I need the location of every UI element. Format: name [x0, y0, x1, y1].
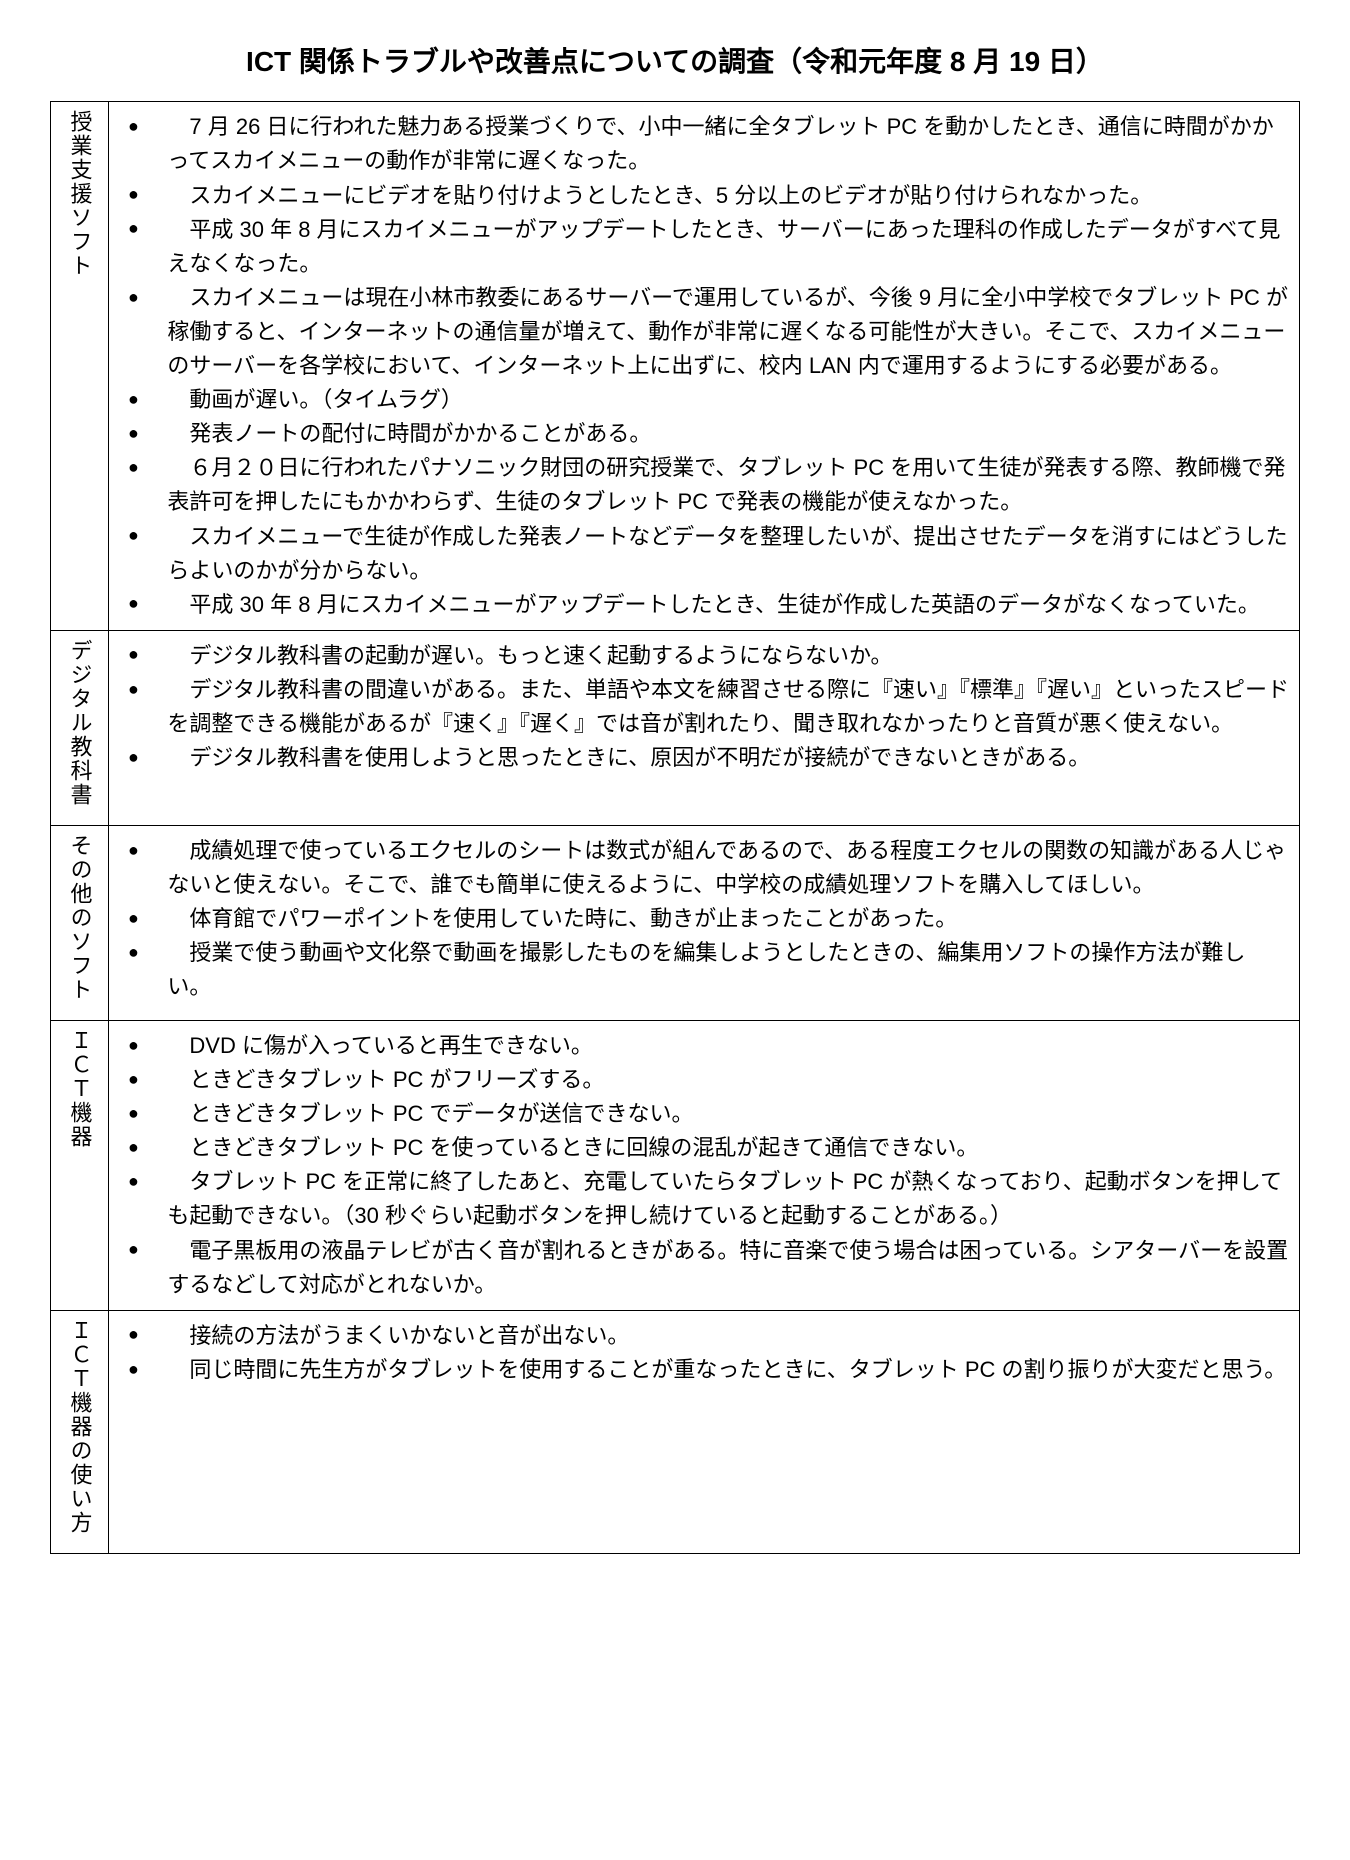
row-content: デジタル教科書の起動が遅い。もっと速く起動するようにならないか。 デジタル教科書… [109, 630, 1300, 825]
list-item: ときどきタブレット PC でデータが送信できない。 [119, 1097, 1289, 1131]
list-item: 動画が遅い。（タイムラグ） [119, 383, 1289, 417]
list-item: タブレット PC を正常に終了したあと、充電していたらタブレット PC が熱くな… [119, 1165, 1289, 1233]
bullet-list: デジタル教科書の起動が遅い。もっと速く起動するようにならないか。 デジタル教科書… [119, 639, 1289, 775]
row-header-label: 授業支援ソフト [62, 110, 96, 278]
list-item: 平成 30 年 8 月にスカイメニューがアップデートしたとき、サーバーにあった理… [119, 213, 1289, 281]
list-item: 7 月 26 日に行われた魅力ある授業づくりで、小中一緒に全タブレット PC を… [119, 110, 1289, 178]
row-content: DVD に傷が入っていると再生できない。 ときどきタブレット PC がフリーズす… [109, 1020, 1300, 1310]
list-item: 接続の方法がうまくいかないと音が出ない。 [119, 1319, 1289, 1353]
row-header-label: デジタル教科書 [62, 639, 96, 807]
page-title: ICT 関係トラブルや改善点についての調査（令和元年度 8 月 19 日） [50, 40, 1300, 83]
list-item: DVD に傷が入っていると再生できない。 [119, 1029, 1289, 1063]
row-header-label: ＩＣＴ機器 [62, 1029, 96, 1149]
row-header-label: その他のソフト [62, 834, 96, 1002]
list-item: スカイメニューは現在小林市教委にあるサーバーで運用しているが、今後 9 月に全小… [119, 281, 1289, 383]
list-item: デジタル教科書の起動が遅い。もっと速く起動するようにならないか。 [119, 639, 1289, 673]
list-item: スカイメニューで生徒が作成した発表ノートなどデータを整理したいが、提出させたデー… [119, 520, 1289, 588]
list-item: 体育館でパワーポイントを使用していた時に、動きが止まったことがあった。 [119, 902, 1289, 936]
survey-table: 授業支援ソフト 7 月 26 日に行われた魅力ある授業づくりで、小中一緒に全タブ… [50, 101, 1300, 1553]
bullet-list: 7 月 26 日に行われた魅力ある授業づくりで、小中一緒に全タブレット PC を… [119, 110, 1289, 621]
row-header: デジタル教科書 [51, 630, 109, 825]
list-item: デジタル教科書を使用しようと思ったときに、原因が不明だが接続ができないときがある… [119, 741, 1289, 775]
list-item: 平成 30 年 8 月にスカイメニューがアップデートしたとき、生徒が作成した英語… [119, 588, 1289, 622]
bullet-list: DVD に傷が入っていると再生できない。 ときどきタブレット PC がフリーズす… [119, 1029, 1289, 1302]
row-header: ＩＣＴ機器 [51, 1020, 109, 1310]
row-header-label: ＩＣＴ機器の使い方 [62, 1319, 96, 1535]
list-item: 成績処理で使っているエクセルのシートは数式が組んであるので、ある程度エクセルの関… [119, 834, 1289, 902]
list-item: ときどきタブレット PC を使っているときに回線の混乱が起きて通信できない。 [119, 1131, 1289, 1165]
row-header: ＩＣＴ機器の使い方 [51, 1310, 109, 1553]
row-header: その他のソフト [51, 825, 109, 1020]
list-item: 授業で使う動画や文化祭で動画を撮影したものを編集しようとしたときの、編集用ソフト… [119, 936, 1289, 1004]
row-content: 接続の方法がうまくいかないと音が出ない。 同じ時間に先生方がタブレットを使用する… [109, 1310, 1300, 1553]
list-item: デジタル教科書の間違いがある。また、単語や本文を練習させる際に『速い』『標準』『… [119, 673, 1289, 741]
list-item: ６月２０日に行われたパナソニック財団の研究授業で、タブレット PC を用いて生徒… [119, 451, 1289, 519]
row-content: 成績処理で使っているエクセルのシートは数式が組んであるので、ある程度エクセルの関… [109, 825, 1300, 1020]
list-item: 同じ時間に先生方がタブレットを使用することが重なったときに、タブレット PC の… [119, 1353, 1289, 1387]
list-item: スカイメニューにビデオを貼り付けようとしたとき、5 分以上のビデオが貼り付けられ… [119, 179, 1289, 213]
list-item: 発表ノートの配付に時間がかかることがある。 [119, 417, 1289, 451]
row-content: 7 月 26 日に行われた魅力ある授業づくりで、小中一緒に全タブレット PC を… [109, 102, 1300, 630]
row-header: 授業支援ソフト [51, 102, 109, 630]
bullet-list: 接続の方法がうまくいかないと音が出ない。 同じ時間に先生方がタブレットを使用する… [119, 1319, 1289, 1387]
list-item: ときどきタブレット PC がフリーズする。 [119, 1063, 1289, 1097]
list-item: 電子黒板用の液晶テレビが古く音が割れるときがある。特に音楽で使う場合は困っている… [119, 1234, 1289, 1302]
bullet-list: 成績処理で使っているエクセルのシートは数式が組んであるので、ある程度エクセルの関… [119, 834, 1289, 1004]
